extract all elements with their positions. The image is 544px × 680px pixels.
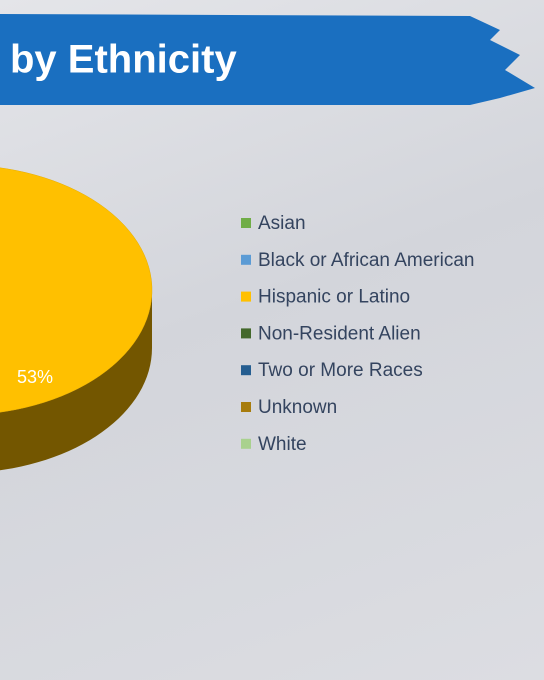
legend-label: Unknown — [258, 397, 337, 418]
legend: Asian Black or African American Hispanic o… — [241, 213, 474, 455]
pie-slice — [0, 167, 153, 413]
legend-label: Asian — [258, 213, 306, 234]
legend-swatch — [241, 438, 251, 449]
legend-swatch — [241, 328, 251, 339]
chart-title: by Ethnicity — [10, 38, 237, 82]
legend-swatch — [241, 218, 251, 228]
legend-swatch — [241, 291, 251, 302]
legend-label: White — [258, 434, 307, 455]
legend-label: Black or African American — [258, 250, 474, 271]
title-banner — [0, 14, 535, 105]
legend-label: Non-Resident Alien — [258, 323, 421, 344]
legend-label: Hispanic or Latino — [258, 287, 410, 308]
legend-label: Two or More Races — [258, 360, 423, 381]
pie-slice-side — [0, 290, 152, 471]
data-label: 53% — [17, 367, 53, 387]
legend-swatch — [241, 254, 251, 265]
legend-swatch — [241, 365, 251, 376]
legend-swatch — [241, 402, 251, 412]
pie: 53% — [0, 167, 153, 471]
